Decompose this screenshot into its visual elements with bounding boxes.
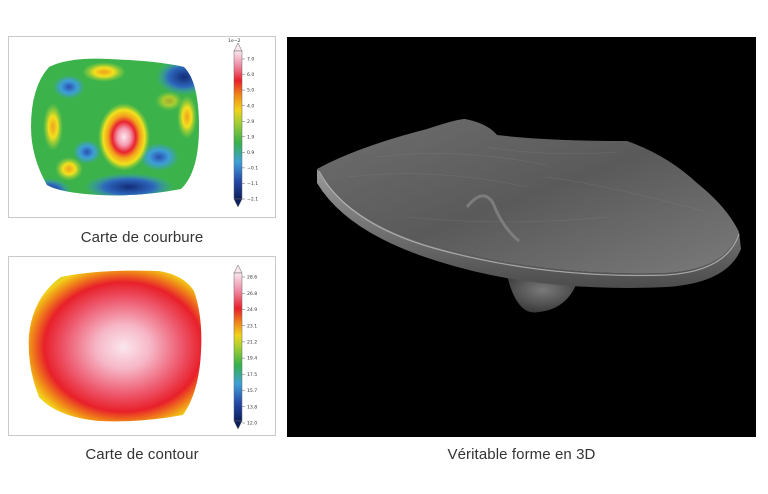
shape-3d-render — [317, 119, 741, 313]
colorbar-tick-label: 17.5 — [247, 372, 257, 378]
colorbar-tick-label: 0.9 — [247, 150, 254, 156]
curvature-map-caption: Carte de courbure — [80, 229, 204, 246]
contour-heatmap — [28, 270, 202, 422]
colorbar-tick-label: 24.9 — [247, 307, 257, 313]
colorbar-tick-label: 4.0 — [247, 103, 254, 109]
colorbar-tick-label: 6.0 — [247, 72, 254, 78]
contour-map-panel: 28.6 26.8 24.9 23.1 21.2 19.4 17.5 15.7 13.8 12.0 — [8, 256, 276, 436]
contour-map-caption: Carte de contour — [85, 446, 199, 463]
colorbar-tick-label: 26.8 — [247, 291, 257, 297]
colorbar-tick-label: 19.4 — [247, 356, 257, 362]
top-surface — [317, 119, 739, 274]
contour-map-figure: 28.6 26.8 24.9 23.1 21.2 19.4 17.5 15.7 13.8 12.0 — [28, 264, 257, 430]
shape-3d-panel — [287, 37, 756, 437]
colorbar-tick-label: 2.9 — [247, 119, 254, 125]
colorbar-tick-label: 28.6 — [247, 275, 257, 281]
rim-edge — [317, 169, 741, 288]
shape-3d-caption: Véritable forme en 3D — [447, 446, 596, 463]
curvature-map-figure: 1e−2 7.0 6.0 5.0 4.0 2.9 1.9 0.9 −0.1 −1.1 −2.1 — [31, 38, 258, 208]
colorbar-tick-label: −1.1 — [247, 181, 258, 187]
colorbar-tick-label: 12.0 — [247, 421, 257, 427]
colorbar-tick-label: −0.1 — [247, 165, 258, 171]
colorbar-tick-label: −2.1 — [247, 197, 258, 203]
colorbar-tick-label: 1.9 — [247, 134, 254, 140]
contour-colorbar: 28.6 26.8 24.9 23.1 21.2 19.4 17.5 15.7 13.8 12.0 — [233, 264, 257, 430]
curvature-map-panel: 1e−2 7.0 6.0 5.0 4.0 2.9 1.9 0.9 −0.1 −1.1 −2.1 — [8, 36, 276, 218]
colorbar-tick-label: 23.1 — [247, 323, 257, 329]
colorbar-tick-label: 7.0 — [247, 57, 254, 63]
curvature-heatmap — [31, 58, 199, 196]
colorbar-tick-label: 21.2 — [247, 339, 257, 345]
colorbar-tick-label: 13.8 — [247, 404, 257, 410]
colorbar-tick-label: 15.7 — [247, 388, 257, 394]
curvature-colorbar: 1e−2 7.0 6.0 5.0 4.0 2.9 1.9 0.9 −0.1 −1.1 −2.1 — [228, 38, 258, 208]
colorbar-exponent-label: 1e−2 — [228, 38, 241, 44]
colorbar-tick-label: 5.0 — [247, 88, 254, 94]
